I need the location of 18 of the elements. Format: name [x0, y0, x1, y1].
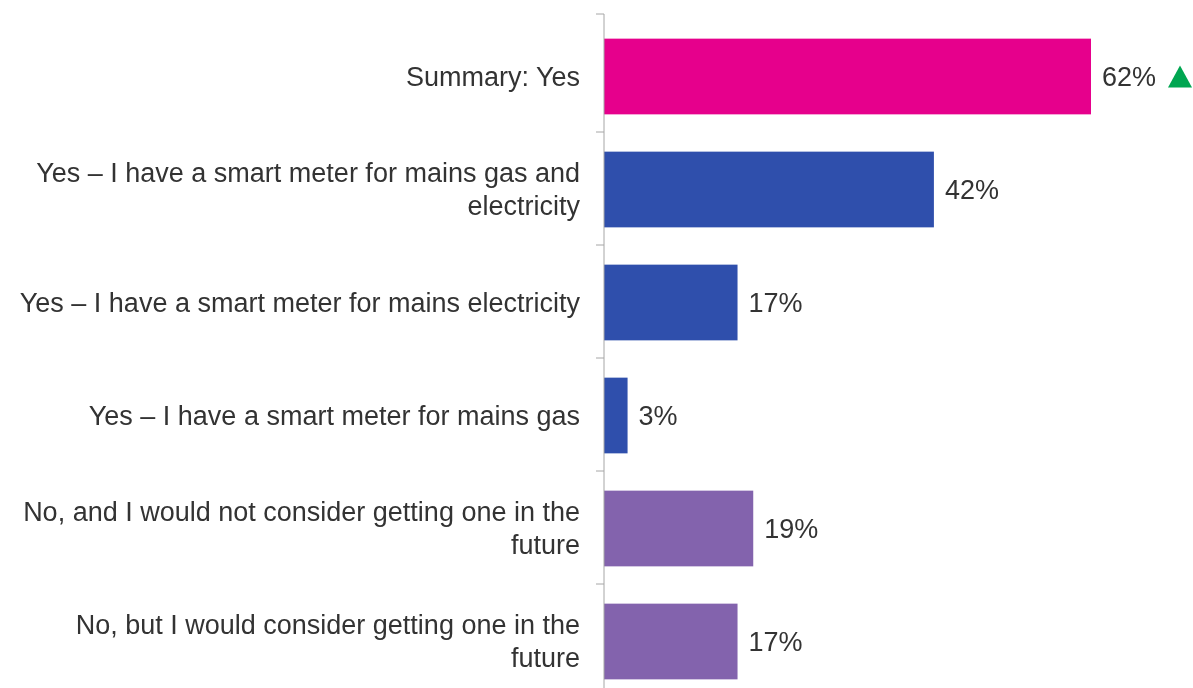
bar [604, 151, 934, 228]
data-label: 19% [764, 513, 819, 544]
bar [604, 38, 1091, 115]
y-tick-label: Yes – I have a smart meter for mains gas and electricity [36, 158, 581, 222]
bar [604, 603, 738, 680]
y-tick-label: Yes – I have a smart meter for mains electricity [19, 287, 581, 318]
bar [604, 490, 754, 567]
bar [604, 377, 628, 454]
y-tick-label: No, but I would consider getting one in the future [75, 610, 580, 674]
data-label: 17% [748, 287, 803, 318]
y-tick-label: Yes – I have a smart meter for mains gas [88, 400, 580, 431]
data-label: 62% [1102, 61, 1157, 92]
data-label: 42% [944, 174, 999, 205]
data-label: 3% [638, 400, 678, 431]
data-label: 17% [748, 626, 803, 657]
bar [604, 264, 738, 341]
y-tick-label: Summary: Yes [405, 61, 580, 92]
y-tick-label: No, and I would not consider getting one in the future [23, 497, 580, 561]
